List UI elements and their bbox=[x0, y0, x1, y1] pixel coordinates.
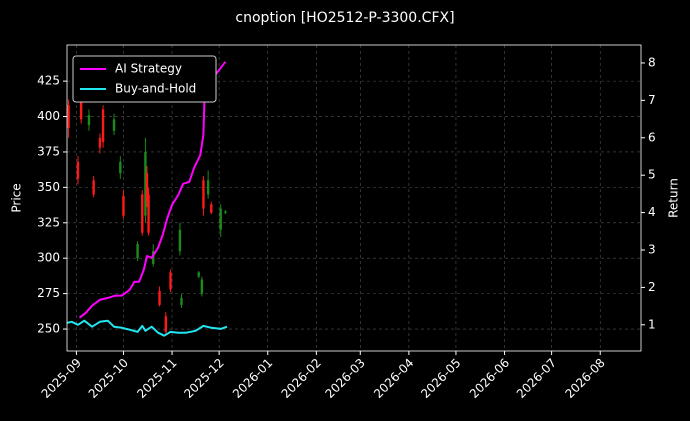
candle-body bbox=[76, 161, 80, 179]
candle-body bbox=[224, 211, 227, 213]
x-tick-label: 2025-12 bbox=[181, 356, 226, 401]
y-tick-label: 300 bbox=[37, 251, 60, 265]
x-tick-label: 2026-02 bbox=[279, 356, 324, 401]
y-axis-label: Price bbox=[10, 183, 24, 212]
x-tick-label: 2026-07 bbox=[514, 356, 559, 401]
candle-body bbox=[152, 251, 155, 264]
x-tick-label: 2026-04 bbox=[371, 356, 416, 401]
candle-body bbox=[141, 194, 144, 233]
y2-tick-label: 7 bbox=[648, 93, 656, 107]
y2-axis-label: Return bbox=[667, 178, 681, 218]
y2-tick-label: 1 bbox=[648, 317, 656, 331]
y-tick-label: 350 bbox=[37, 180, 60, 194]
x-tick-label: 2025-09 bbox=[39, 356, 84, 401]
candle-body bbox=[164, 316, 168, 332]
candle-body bbox=[169, 272, 172, 290]
x-tick-label: 2026-03 bbox=[323, 356, 368, 401]
candle-body bbox=[67, 105, 70, 128]
candle-body bbox=[98, 137, 102, 148]
x-tick-label: 2026-05 bbox=[418, 356, 463, 401]
candle-body bbox=[112, 119, 116, 131]
y-tick-label: 425 bbox=[37, 74, 60, 88]
y2-tick-label: 3 bbox=[648, 242, 656, 256]
legend-label: AI Strategy bbox=[115, 62, 182, 76]
legend-box bbox=[72, 55, 217, 103]
candle-body bbox=[79, 99, 83, 120]
candle-body bbox=[122, 195, 125, 216]
plot-frame bbox=[66, 44, 642, 352]
candle-body bbox=[178, 229, 182, 252]
y2-tick-label: 5 bbox=[648, 168, 656, 182]
candle-body bbox=[136, 244, 139, 259]
candle-body bbox=[144, 151, 147, 216]
candle-body bbox=[200, 279, 204, 294]
candle-body bbox=[210, 204, 213, 213]
candle-body bbox=[206, 180, 210, 195]
candle-body bbox=[219, 208, 222, 230]
y2-tick-label: 8 bbox=[648, 55, 656, 69]
candle-body bbox=[180, 297, 183, 305]
legend: AI Strategy Buy-and-Hold bbox=[72, 55, 217, 103]
y-tick-label: 275 bbox=[37, 286, 60, 300]
y2-tick-label: 4 bbox=[648, 205, 656, 219]
candle-body bbox=[147, 194, 150, 233]
candle-body bbox=[119, 161, 122, 174]
legend-label: Buy-and-Hold bbox=[115, 82, 196, 96]
y2-tick-label: 2 bbox=[648, 280, 656, 294]
candle-body bbox=[92, 180, 95, 195]
y-tick-label: 375 bbox=[37, 144, 60, 158]
candle-body bbox=[197, 272, 200, 277]
y2-tick-label: 6 bbox=[648, 130, 656, 144]
x-tick-label: 2026-08 bbox=[562, 356, 607, 401]
candle-body bbox=[87, 115, 91, 126]
candle-body bbox=[145, 173, 149, 202]
candle-body bbox=[158, 290, 161, 305]
x-tick-label: 2025-10 bbox=[86, 356, 131, 401]
x-tick-label: 2026-01 bbox=[230, 356, 275, 401]
y-tick-label: 325 bbox=[37, 215, 60, 229]
y-tick-label: 250 bbox=[37, 322, 60, 336]
line-series bbox=[66, 319, 228, 337]
x-tick-label: 2026-06 bbox=[467, 356, 512, 401]
chart-title: cnoption [HO2512-P-3300.CFX] bbox=[235, 10, 454, 26]
y-tick-label: 400 bbox=[37, 109, 60, 123]
line-series bbox=[78, 61, 227, 319]
candle-body bbox=[101, 109, 105, 143]
candle-body bbox=[202, 180, 205, 209]
x-tick-label: 2025-11 bbox=[134, 356, 179, 401]
